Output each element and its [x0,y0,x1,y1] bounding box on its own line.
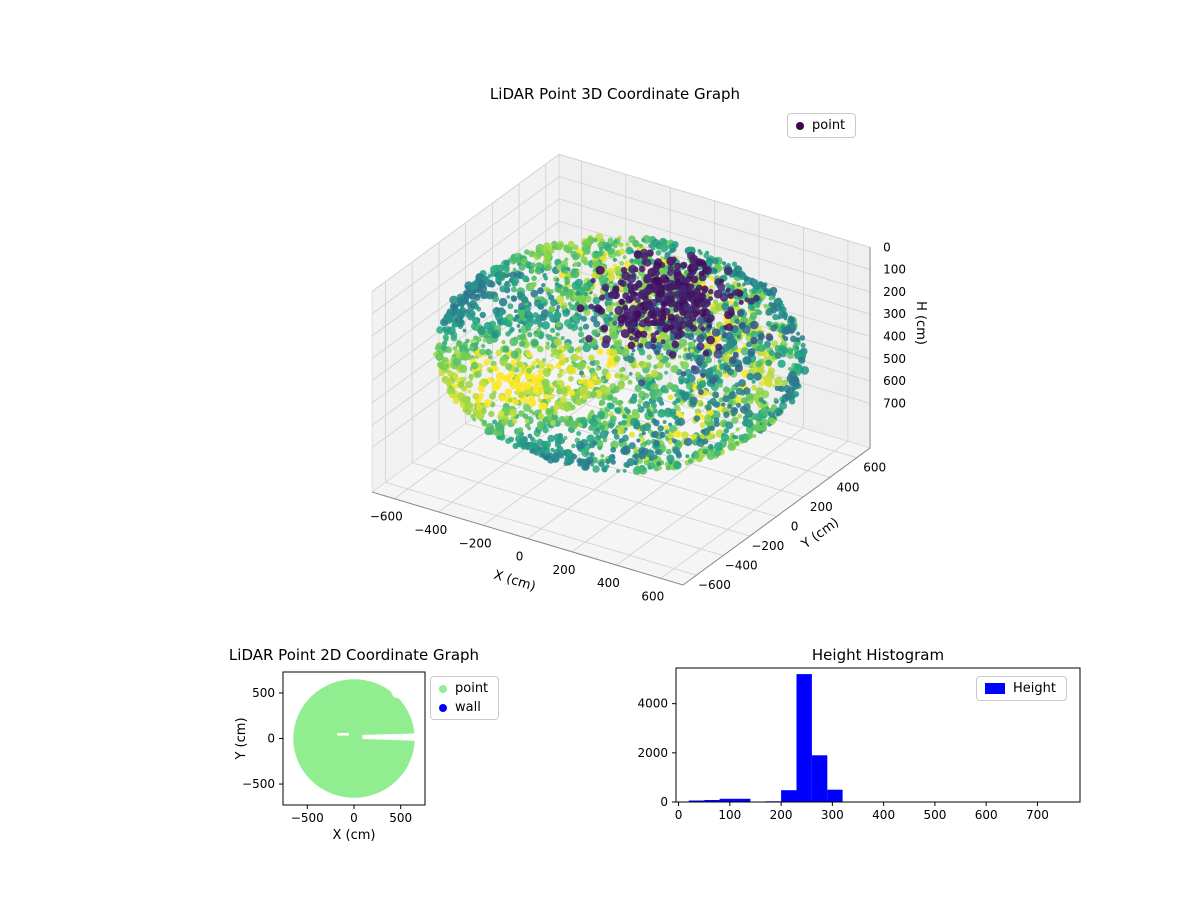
svg-text:0: 0 [675,808,683,822]
svg-text:600: 600 [975,808,998,822]
svg-text:200: 200 [883,285,906,299]
svg-text:0: 0 [350,811,358,825]
legend-label-wall-2d: wall [455,700,481,715]
histogram-legend: Height [976,676,1067,701]
svg-text:4000: 4000 [637,697,668,711]
svg-text:100: 100 [718,808,741,822]
svg-text:700: 700 [1026,808,1049,822]
svg-text:200: 200 [553,563,576,577]
svg-text:−200: −200 [459,536,492,550]
legend-item-point-3d: point [796,118,845,133]
svg-text:400: 400 [872,808,895,822]
point-marker-icon [439,684,447,693]
svg-text:−600: −600 [698,578,731,592]
svg-text:500: 500 [389,811,412,825]
svg-text:−500: −500 [291,811,324,825]
legend-item-point-2d: point [439,681,488,696]
svg-text:500: 500 [883,352,906,366]
svg-text:−400: −400 [725,559,758,573]
svg-text:0: 0 [883,240,891,254]
svg-text:400: 400 [883,329,906,343]
svg-text:200: 200 [810,500,833,514]
svg-text:Y (cm): Y (cm) [798,515,842,552]
svg-text:H (cm): H (cm) [913,301,928,345]
svg-text:0: 0 [516,550,524,564]
svg-text:600: 600 [883,374,906,388]
svg-text:2000: 2000 [637,746,668,760]
svg-text:400: 400 [837,480,860,494]
svg-text:−500: −500 [242,777,275,791]
svg-text:X (cm): X (cm) [492,568,538,595]
histogram-title: Height Histogram [811,646,945,664]
height-patch-icon [985,683,1005,694]
svg-text:100: 100 [883,263,906,277]
svg-text:500: 500 [252,686,275,700]
svg-text:700: 700 [883,396,906,410]
svg-text:300: 300 [883,307,906,321]
point-marker-icon [796,121,804,130]
plot2d-legend: point wall [430,676,500,720]
plot3d-title: LiDAR Point 3D Coordinate Graph [489,85,741,103]
svg-text:−600: −600 [370,510,403,524]
svg-text:−200: −200 [751,539,784,553]
legend-item-height: Height [985,681,1056,696]
svg-text:−400: −400 [414,523,447,537]
svg-text:0: 0 [267,732,275,746]
svg-text:X (cm): X (cm) [333,828,376,843]
svg-text:600: 600 [641,589,664,603]
svg-text:600: 600 [863,461,886,475]
svg-text:400: 400 [597,576,620,590]
svg-text:300: 300 [821,808,844,822]
wall-marker-icon [439,703,447,712]
legend-label-height: Height [1013,681,1056,696]
svg-text:200: 200 [770,808,793,822]
svg-text:0: 0 [791,519,799,533]
legend-label-point-3d: point [812,118,846,133]
svg-text:0: 0 [660,795,668,809]
legend-label-point-2d: point [455,681,489,696]
plot2d-title: LiDAR Point 2D Coordinate Graph [228,646,480,664]
svg-text:Y (cm): Y (cm) [234,717,249,760]
svg-text:500: 500 [923,808,946,822]
legend-item-wall-2d: wall [439,700,488,715]
plot3d-legend: point [787,113,857,138]
